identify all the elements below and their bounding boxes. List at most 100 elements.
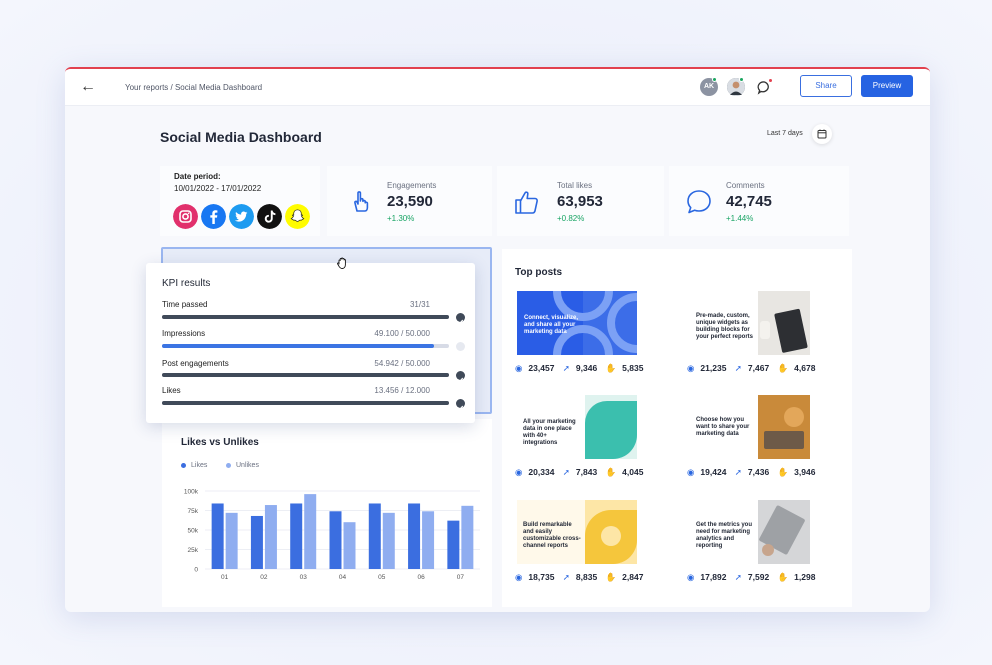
comment-bubble-icon [687,190,711,214]
views-icon: ◉ [515,363,523,373]
bar-unlikes [225,512,238,569]
thumbs-up-small-icon: ✋ [777,467,789,477]
bar-likes [329,511,342,569]
calendar-button[interactable] [812,124,832,144]
post-headline: Connect, visualize, and share all your m… [524,315,579,335]
post-shares: 7,592 [747,572,770,582]
post-likes: 4,045 [622,467,644,477]
bar-unlikes [382,512,395,569]
post-thumbnail[interactable]: All your marketing data in one place wit… [517,395,637,459]
views-icon: ◉ [515,467,523,477]
post-headline: Get the metrics you need for marketing a… [696,522,753,549]
post-metrics: ◉ 17,892 ➚ 7,592 ✋ 1,298 [687,572,821,583]
post-thumbnail[interactable]: Get the metrics you need for marketing a… [690,500,810,564]
pointer-hand-icon [354,191,369,212]
post-headline: Choose how you want to share your market… [696,417,750,437]
share-arrow-icon: ➚ [562,363,570,373]
thumbs-up-small-icon: ✋ [605,467,617,477]
thumbs-up-small-icon: ✋ [605,572,617,582]
post-image [517,395,637,459]
post-shares: 8,835 [575,572,598,582]
views-icon: ◉ [687,572,695,582]
x-tick-label: 07 [457,574,465,581]
comments-icon[interactable] [757,80,772,95]
post-shares: 7,467 [747,363,770,373]
kpi-row-label: Likes [162,386,181,395]
kpi-progress-bar [162,344,449,348]
dashboard-window: ← Your reports / Social Media Dashboard … [65,67,930,612]
kpi-row-label: Impressions [162,329,206,338]
facebook-icon [201,204,226,229]
post-views: 20,334 [528,467,555,477]
avatar-photo[interactable] [727,78,745,96]
check-icon [456,371,465,382]
x-tick-label: 03 [300,574,308,581]
post-metrics: ◉ 19,424 ➚ 7,436 ✋ 3,946 [687,467,821,478]
post-headline: Build remarkable and easily customizable… [523,522,581,549]
post-image [690,395,810,459]
total-likes-card [497,166,664,236]
engagements-delta: +1.30% [387,214,415,223]
total-likes-delta: +0.82% [557,214,585,223]
instagram-icon [173,204,198,229]
post-shares: 7,843 [575,467,598,477]
post-image [690,291,810,355]
post-likes: 3,946 [794,467,816,477]
y-tick-label: 50k [188,528,199,535]
post-views: 17,892 [700,572,727,582]
date-range-label[interactable]: Last 7 days [767,130,803,137]
thumbs-up-small-icon: ✋ [777,363,789,373]
page-title: Social Media Dashboard [160,129,322,145]
share-button[interactable]: Share [800,75,852,97]
post-shares: 7,436 [747,467,770,477]
bar-likes [211,503,224,569]
bar-unlikes [422,511,435,569]
y-tick-label: 0 [194,567,198,574]
bar-likes [250,515,263,569]
x-tick-label: 04 [339,574,347,581]
post-metrics: ◉ 21,235 ➚ 7,467 ✋ 4,678 [687,363,821,374]
back-arrow-icon[interactable]: ← [80,78,96,95]
kpi-row-value: 49.100 / 50.000 [374,329,430,338]
legend-likes: Likes [181,462,207,469]
x-tick-label: 01 [221,574,229,581]
breadcrumb[interactable]: Your reports / Social Media Dashboard [125,83,263,92]
twitter-icon [229,204,254,229]
post-likes: 4,678 [794,363,816,373]
kpi-results-card[interactable]: KPI results Time passed 31/31 Impression… [146,263,475,423]
post-thumbnail[interactable]: Connect, visualize, and share all your m… [517,261,667,385]
engagements-label: Engagements [387,181,437,190]
post-image [690,500,810,564]
y-tick-label: 100k [184,489,199,496]
engagements-value: 23,590 [387,193,433,210]
post-headline: All your marketing data in one place wit… [523,419,576,446]
post-thumbnail[interactable]: Choose how you want to share your market… [690,395,810,459]
share-arrow-icon: ➚ [734,572,742,582]
views-icon: ◉ [515,572,523,582]
views-icon: ◉ [687,363,695,373]
kpi-progress-fill [162,373,449,377]
comments-value: 42,745 [726,193,772,210]
kpi-row-value: 31/31 [409,300,430,309]
bar-likes [408,503,421,569]
total-likes-label: Total likes [557,181,593,190]
post-likes: 2,847 [622,572,644,582]
y-tick-label: 25k [188,547,199,554]
notification-dot-icon [768,78,773,83]
bar-unlikes [304,494,317,569]
pending-icon [456,342,465,351]
post-thumbnail[interactable]: Pre-made, custom, unique widgets as buil… [690,291,810,355]
avatar[interactable]: AK [700,78,718,96]
online-dot-icon [712,77,717,82]
post-image [517,500,637,564]
online-dot-icon [739,77,744,82]
kpi-progress-bar [162,373,449,377]
bar-likes [290,503,303,569]
legend-unlikes-label: Unlikes [236,462,259,469]
preview-button[interactable]: Preview [861,75,913,97]
bar-unlikes [461,505,474,569]
date-period-label: Date period: [174,172,221,181]
kpi-row-value: 13.456 / 12.000 [374,386,430,395]
engagements-card [327,166,492,236]
post-thumbnail[interactable]: Build remarkable and easily customizable… [517,500,637,564]
